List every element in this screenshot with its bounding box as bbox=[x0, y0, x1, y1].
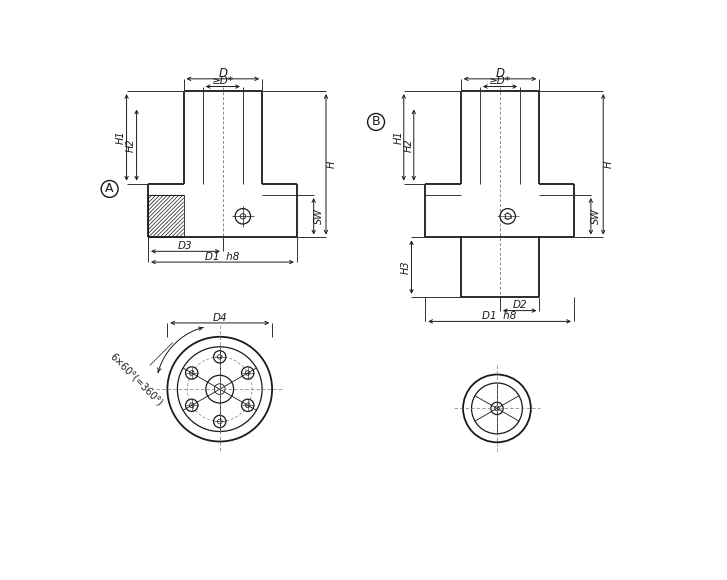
Text: ≥D*: ≥D* bbox=[212, 76, 234, 86]
Text: H1: H1 bbox=[116, 130, 126, 144]
Text: A: A bbox=[105, 183, 114, 195]
Text: H1: H1 bbox=[393, 130, 403, 144]
Text: H3: H3 bbox=[401, 260, 410, 274]
Text: B: B bbox=[371, 115, 380, 128]
Text: D1  h8: D1 h8 bbox=[205, 252, 240, 262]
Text: H: H bbox=[326, 161, 337, 168]
Text: D2: D2 bbox=[513, 300, 527, 310]
Text: D4: D4 bbox=[212, 313, 227, 322]
Text: D: D bbox=[496, 67, 505, 80]
Text: D3: D3 bbox=[178, 241, 193, 251]
Text: ≥D*: ≥D* bbox=[489, 76, 511, 86]
Text: D1  h8: D1 h8 bbox=[483, 311, 517, 321]
Text: D: D bbox=[218, 67, 228, 80]
Text: H2: H2 bbox=[126, 138, 136, 152]
Text: SW: SW bbox=[314, 208, 324, 224]
Text: 6×60°(=360°): 6×60°(=360°) bbox=[108, 351, 164, 408]
Text: SW: SW bbox=[591, 208, 601, 224]
Text: H2: H2 bbox=[403, 138, 414, 152]
Text: H: H bbox=[603, 161, 614, 168]
